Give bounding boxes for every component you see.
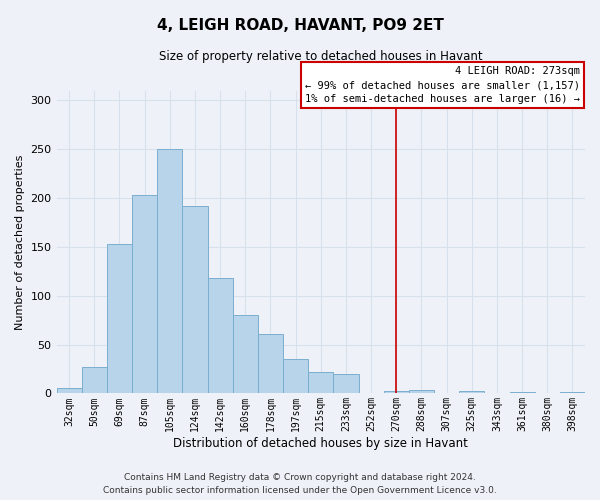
Title: Size of property relative to detached houses in Havant: Size of property relative to detached ho…	[159, 50, 482, 63]
Bar	[560, 392, 585, 394]
Bar	[157, 149, 182, 394]
Bar	[233, 316, 258, 394]
Bar	[409, 390, 434, 394]
Bar	[208, 278, 233, 394]
Bar	[132, 195, 157, 394]
Text: 4 LEIGH ROAD: 273sqm
← 99% of detached houses are smaller (1,157)
1% of semi-det: 4 LEIGH ROAD: 273sqm ← 99% of detached h…	[305, 66, 580, 104]
Text: 4, LEIGH ROAD, HAVANT, PO9 2ET: 4, LEIGH ROAD, HAVANT, PO9 2ET	[157, 18, 443, 32]
Bar	[308, 372, 334, 394]
Text: Contains HM Land Registry data © Crown copyright and database right 2024.
Contai: Contains HM Land Registry data © Crown c…	[103, 474, 497, 495]
X-axis label: Distribution of detached houses by size in Havant: Distribution of detached houses by size …	[173, 437, 468, 450]
Bar	[182, 206, 208, 394]
Bar	[334, 374, 359, 394]
Bar	[258, 334, 283, 394]
Bar	[82, 367, 107, 394]
Bar	[107, 244, 132, 394]
Bar	[509, 392, 535, 394]
Bar	[383, 392, 409, 394]
Bar	[459, 392, 484, 394]
Y-axis label: Number of detached properties: Number of detached properties	[15, 154, 25, 330]
Bar	[56, 388, 82, 394]
Bar	[283, 359, 308, 394]
